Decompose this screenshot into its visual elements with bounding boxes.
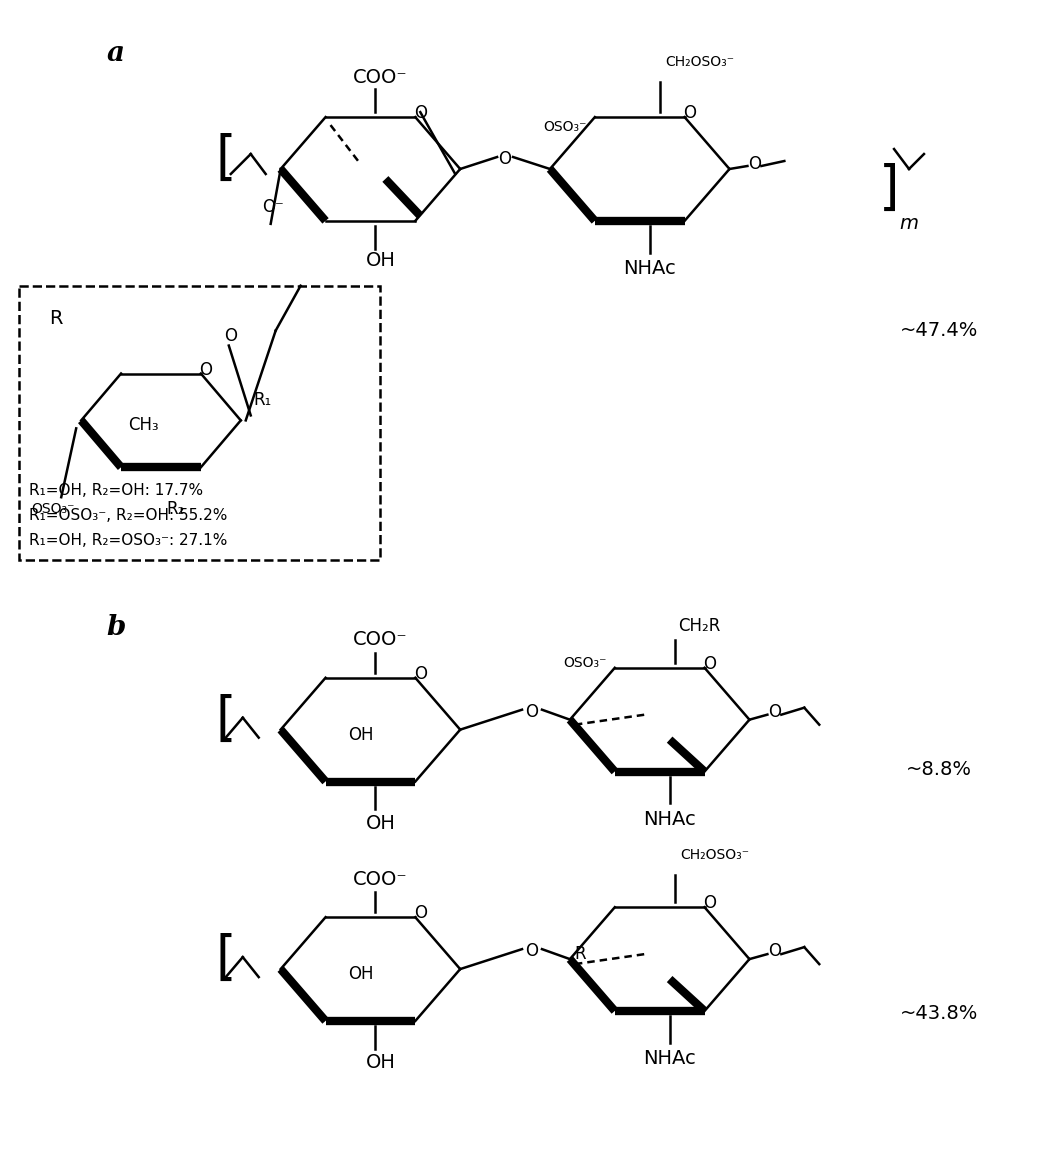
Text: OSO₃⁻: OSO₃⁻	[32, 502, 75, 516]
Text: OSO₃⁻: OSO₃⁻	[543, 120, 587, 134]
Text: OH: OH	[366, 251, 395, 270]
Text: ~43.8%: ~43.8%	[899, 1004, 978, 1023]
Text: R₁=OSO₃⁻, R₂=OH: 55.2%: R₁=OSO₃⁻, R₂=OH: 55.2%	[30, 508, 227, 522]
Text: CH₂OSO₃⁻: CH₂OSO₃⁻	[680, 848, 749, 862]
Text: NHAc: NHAc	[623, 259, 676, 278]
Text: R: R	[50, 310, 63, 328]
Text: b: b	[106, 614, 125, 641]
Text: R₂: R₂	[167, 500, 185, 519]
Text: O⁻: O⁻	[261, 197, 284, 216]
Text: a: a	[107, 40, 125, 67]
Text: COO⁻: COO⁻	[353, 870, 408, 889]
Text: R₁=OH, R₂=OSO₃⁻: 27.1%: R₁=OH, R₂=OSO₃⁻: 27.1%	[30, 533, 227, 548]
Text: COO⁻: COO⁻	[353, 68, 408, 86]
Text: NHAc: NHAc	[643, 809, 696, 829]
Text: [: [	[216, 133, 236, 185]
Text: CH₃: CH₃	[128, 416, 158, 434]
Text: OH: OH	[366, 1054, 395, 1072]
Text: ~47.4%: ~47.4%	[899, 321, 978, 340]
Text: NHAc: NHAc	[643, 1049, 696, 1069]
Bar	[19, 286, 381, 561]
Text: OH: OH	[348, 965, 373, 983]
Text: ~8.8%: ~8.8%	[906, 760, 972, 779]
Text: R: R	[574, 945, 586, 964]
Text: O: O	[767, 703, 781, 721]
Text: O: O	[525, 703, 539, 721]
Text: O: O	[224, 327, 237, 345]
Text: O: O	[525, 943, 539, 960]
Text: O: O	[200, 361, 213, 378]
Text: O: O	[499, 150, 511, 168]
Text: O: O	[684, 104, 696, 123]
Text: O: O	[414, 904, 426, 923]
Text: CH₂OSO₃⁻: CH₂OSO₃⁻	[665, 55, 735, 69]
Text: R₁: R₁	[254, 391, 272, 410]
Text: OH: OH	[348, 725, 373, 744]
Text: O: O	[414, 104, 426, 123]
Text: m: m	[899, 215, 918, 234]
Text: [: [	[216, 694, 236, 745]
Text: R₁=OH, R₂=OH: 17.7%: R₁=OH, R₂=OH: 17.7%	[30, 482, 203, 498]
Text: O: O	[703, 655, 716, 673]
Text: O: O	[703, 895, 716, 912]
Text: O: O	[414, 665, 426, 683]
Text: CH₂R: CH₂R	[678, 617, 721, 635]
Text: O: O	[767, 943, 781, 960]
Text: OSO₃⁻: OSO₃⁻	[563, 655, 607, 669]
Text: COO⁻: COO⁻	[353, 631, 408, 649]
Text: O: O	[748, 155, 761, 173]
Text: OH: OH	[366, 814, 395, 833]
Text: ]: ]	[879, 164, 899, 215]
Text: [: [	[216, 933, 236, 985]
